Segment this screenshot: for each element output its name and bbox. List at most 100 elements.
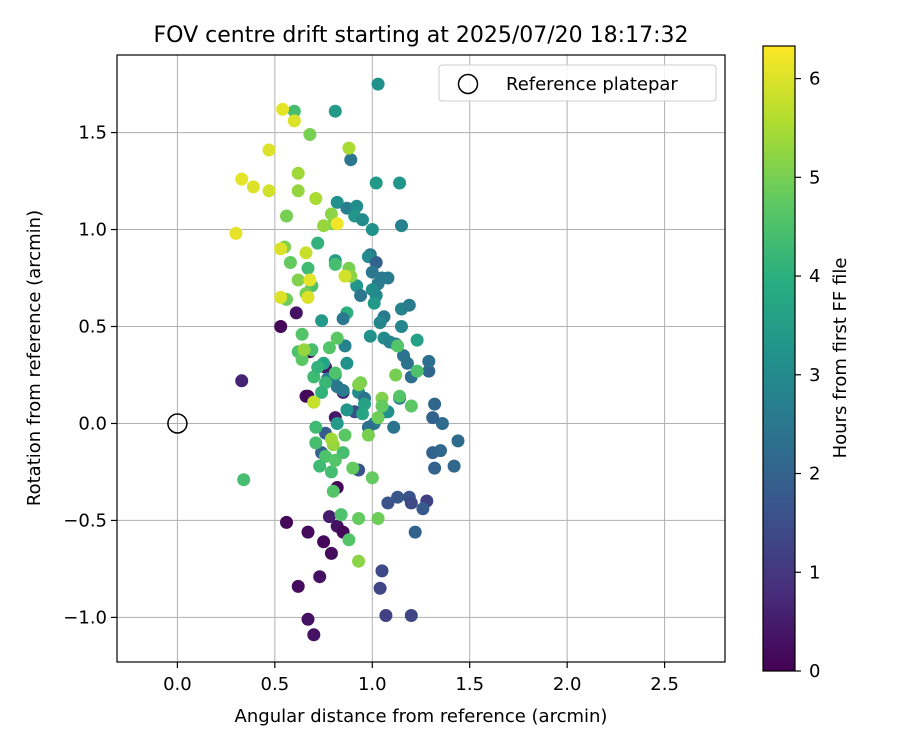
colorbar-tick-label: 1 [809,562,820,583]
data-point [274,290,288,304]
data-point [395,320,408,333]
x-tick-label: 0.0 [163,674,192,695]
y-tick-label: 0.0 [78,413,107,434]
data-point [330,331,344,345]
data-point [393,176,407,190]
data-point [393,389,407,403]
data-point [291,166,305,180]
data-point [295,353,309,366]
legend-marker-icon [457,73,479,95]
data-point [283,256,297,269]
data-point [330,417,344,430]
data-point [340,403,354,417]
data-point [315,385,329,399]
colorbar-tick-label: 0 [809,661,820,682]
data-points [229,77,465,642]
data-point [307,395,321,409]
data-point [301,261,315,275]
data-point [303,128,317,141]
y-axis-label: Rotation from reference (arcmin) [24,210,45,506]
data-point [328,366,342,380]
data-point [416,502,430,516]
data-point [352,378,366,392]
data-point [317,219,331,233]
data-point [340,356,354,370]
x-axis-ticks: 0.0 0.5 1.0 1.5 2.0 2.5 [163,662,679,695]
data-point [336,446,350,460]
legend-entry-label: Reference platepar [506,74,678,95]
data-point [342,141,356,155]
data-point [352,554,366,568]
data-point [391,490,405,504]
data-point [447,459,461,473]
data-point [307,628,321,642]
data-point [246,180,260,194]
data-point [299,246,313,260]
data-point [328,257,342,271]
colorbar-label: Hours from first FF file [830,258,851,459]
data-point [404,496,418,510]
data-point [397,349,410,363]
y-grid [117,132,725,618]
data-point [235,374,249,388]
data-point [428,397,442,411]
colorbar-tick-label: 5 [809,167,820,188]
colorbar-ticks: 0 1 2 3 4 5 6 [795,69,820,682]
data-point [287,114,301,128]
data-point [422,364,436,378]
data-point [322,341,336,355]
legend: Reference platepar [438,64,717,102]
data-point [426,411,440,425]
data-point [330,380,344,394]
data-point [367,296,381,310]
data-point [311,360,325,374]
data-point [313,570,327,584]
data-point [322,510,336,524]
data-point [402,298,416,312]
data-point [435,417,449,430]
data-point [303,273,317,287]
data-point [287,104,301,118]
reference-platepar-marker [167,413,188,434]
data-point [373,581,387,595]
data-point [315,314,329,328]
data-point [237,473,251,487]
data-point [371,411,385,425]
data-point [297,343,311,357]
y-tick-label: 0.5 [78,317,107,338]
data-point [404,399,418,413]
data-point [317,535,331,549]
x-tick-label: 2.5 [650,674,679,695]
x-tick-label: 1.0 [358,674,387,695]
data-point [291,273,305,287]
data-point [309,420,323,434]
data-point [229,226,243,240]
data-point [326,484,340,498]
data-point [350,199,364,213]
x-tick-label: 0.5 [261,674,290,695]
x-tick-label: 1.5 [455,674,484,695]
x-tick-label: 2.0 [553,674,582,695]
data-point [410,364,424,378]
x-axis-label: Angular distance from reference (arcmin) [235,706,608,727]
data-point [274,242,288,256]
colorbar-tick-label: 3 [809,365,820,386]
data-point [313,459,327,473]
data-point [328,104,342,118]
data-point [324,432,338,446]
data-point [358,397,371,411]
data-point [280,209,293,223]
data-point [389,368,403,382]
data-point [371,512,385,525]
data-point [381,271,395,285]
plot-frame [116,54,726,663]
data-point [391,339,405,353]
data-point [336,312,350,326]
data-point [361,428,375,442]
data-point [301,525,315,539]
data-point [434,444,447,458]
data-point [381,496,395,510]
data-point [365,223,379,236]
data-point [395,219,408,233]
